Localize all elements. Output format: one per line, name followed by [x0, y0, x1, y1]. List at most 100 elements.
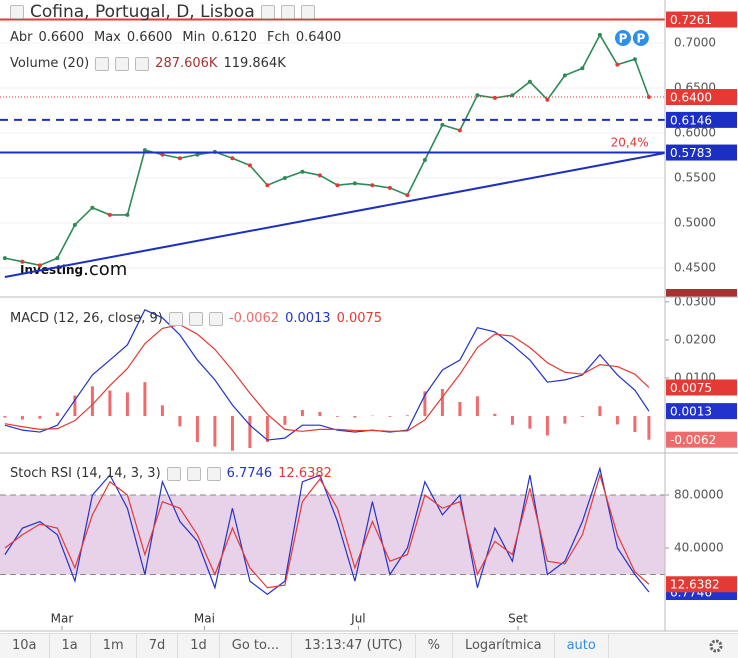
settings-icon[interactable]	[189, 312, 203, 326]
close-point	[335, 183, 339, 187]
histogram-bar	[21, 416, 24, 419]
ohlc-value: 0.6400	[296, 30, 342, 45]
histogram-bar	[581, 416, 584, 417]
y-tick-label: 0.5000	[674, 216, 716, 230]
close-icon[interactable]	[301, 5, 315, 19]
histogram-bar	[318, 412, 321, 416]
x-tick-label: Set	[508, 612, 528, 626]
watermark: Investing.com	[20, 259, 127, 280]
histogram-bar	[563, 416, 566, 424]
volume-legend: Volume (20) 287.606K 119.864K	[10, 56, 286, 71]
histogram-bar	[3, 416, 6, 418]
price-legend: Cofina, Portugal, D, Lisboa	[10, 2, 315, 22]
stoch-title: Stoch RSI (14, 14, 3, 3)	[10, 466, 161, 481]
toolbar-button[interactable]: auto	[555, 634, 609, 658]
close-point	[283, 176, 287, 180]
last-value-label: -0.0062	[670, 433, 716, 447]
close-point	[563, 73, 567, 77]
ohlc-value: 0.6600	[127, 30, 173, 45]
legend-value: 0.0013	[285, 311, 331, 326]
close-point	[633, 57, 637, 61]
eye-icon[interactable]	[169, 312, 183, 326]
histogram-bar	[406, 415, 409, 416]
y-tick-label: 0.0200	[674, 332, 716, 346]
y-tick-label: 80.0000	[674, 488, 724, 502]
annotation: 20,4%	[611, 135, 649, 149]
close-icon[interactable]	[135, 57, 149, 71]
close-point	[230, 156, 234, 160]
macd-legend: MACD (12, 26, close, 9) -0.0062 0.0013 0.0…	[10, 311, 382, 326]
close-point	[353, 181, 357, 185]
settings-gear[interactable]	[708, 638, 724, 654]
close-point	[440, 123, 444, 127]
histogram-bar	[441, 389, 444, 416]
close-point	[458, 128, 462, 132]
close-point	[3, 256, 7, 260]
close-point	[300, 170, 304, 174]
eye-icon[interactable]	[261, 5, 275, 19]
y-tick-label: 0.7000	[674, 36, 716, 50]
toolbar-button[interactable]: 10a	[0, 634, 50, 658]
watermark-part: .com	[83, 259, 127, 280]
toolbar-button[interactable]: Go to...	[220, 634, 292, 658]
x-tick-label: Mai	[194, 612, 215, 626]
close-point	[143, 148, 147, 152]
close-icon[interactable]	[207, 467, 221, 481]
histogram-bar	[336, 416, 339, 417]
histogram-bar	[213, 416, 216, 446]
last-value-label: 0.0075	[670, 381, 712, 395]
histogram-bar	[476, 396, 479, 416]
toolbar-button[interactable]: 7d	[137, 634, 179, 658]
histogram-bar	[231, 416, 234, 451]
close-point	[73, 223, 77, 227]
histogram-bar	[56, 413, 59, 416]
toolbar-button[interactable]: %	[416, 634, 453, 658]
histogram-bar	[546, 416, 549, 435]
close-point	[598, 33, 602, 37]
histogram-bar	[266, 416, 269, 442]
legend-value: 12.6382	[278, 466, 332, 481]
line-series	[5, 325, 649, 432]
symbol-title: Cofina, Portugal, D, Lisboa	[30, 2, 255, 22]
level-label: 0.5783	[670, 146, 712, 160]
settings-icon[interactable]	[187, 467, 201, 481]
last-value-label: 12.6382	[670, 578, 720, 592]
settings-icon[interactable]	[281, 5, 295, 19]
event-label: P	[636, 32, 645, 46]
histogram-bar	[493, 414, 496, 416]
close-point	[405, 193, 409, 197]
close-point	[580, 66, 584, 70]
macd-title: MACD (12, 26, close, 9)	[10, 311, 163, 326]
eye-icon[interactable]	[167, 467, 181, 481]
level-label: 0.7261	[670, 13, 712, 27]
line-series	[5, 310, 649, 440]
toolbar-button[interactable]: Logarítmica	[453, 634, 555, 658]
histogram-bar	[647, 416, 650, 440]
y-tick-label: 40.0000	[674, 540, 724, 554]
histogram-bar	[91, 386, 94, 416]
level-label: 0.6146	[670, 113, 712, 127]
toolbar-button[interactable]: 1m	[91, 634, 137, 658]
toolbar-button[interactable]: 13:13:47 (UTC)	[292, 634, 415, 658]
histogram-bar	[143, 382, 146, 416]
legend-value: 0.0075	[337, 311, 383, 326]
legend-value: -0.0062	[229, 311, 279, 326]
close-point	[423, 158, 427, 162]
close-point	[90, 206, 94, 210]
settings-icon[interactable]	[115, 57, 129, 71]
toolbar-button[interactable]: 1a	[50, 634, 91, 658]
toolbar-button[interactable]: 1d	[178, 634, 220, 658]
gear-shape	[711, 641, 721, 651]
x-tick-label: Mar	[51, 612, 74, 626]
collapse-icon[interactable]	[10, 5, 24, 19]
histogram-bar	[511, 416, 514, 425]
close-icon[interactable]	[209, 312, 223, 326]
close-point	[20, 260, 24, 264]
ohlc-label: Min	[182, 30, 205, 45]
y-tick-label: 0.5500	[674, 171, 716, 185]
ohlc-label: Abr	[10, 30, 33, 45]
eye-icon[interactable]	[95, 57, 109, 71]
